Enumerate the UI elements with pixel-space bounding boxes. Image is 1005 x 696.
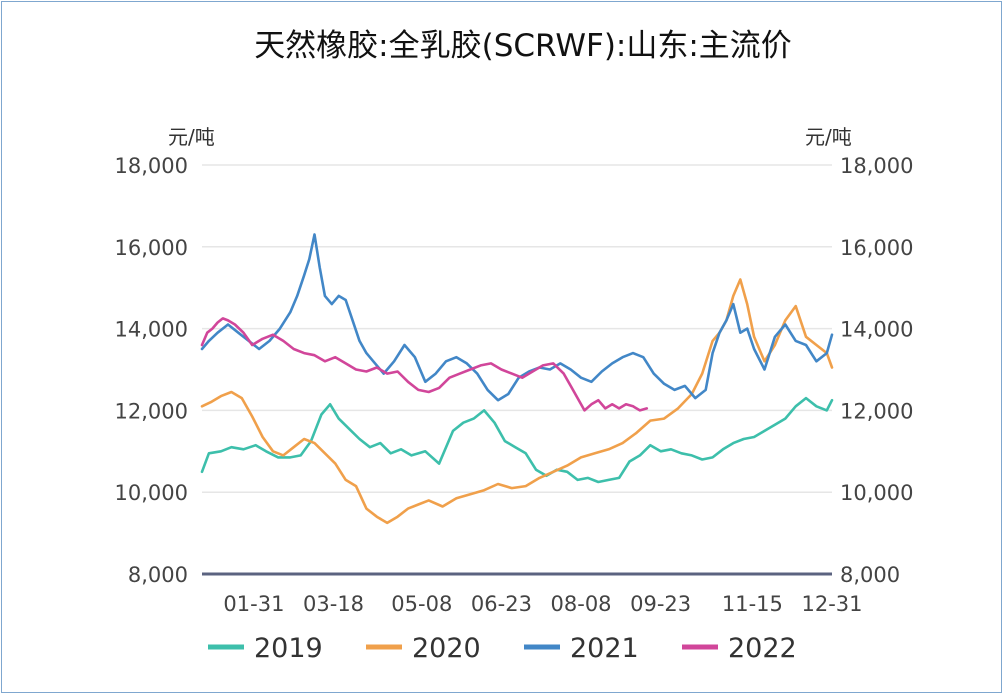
legend: 2019 2020 2021 2022 (208, 633, 797, 664)
y-tick-label-right: 10,000 (840, 481, 913, 505)
y-tick-label-left: 10,000 (115, 481, 188, 505)
y-tick-label-left: 18,000 (115, 154, 188, 178)
y-tick-label-left: 8,000 (128, 563, 188, 587)
plot-area (200, 233, 834, 525)
x-tick-label: 01-31 (223, 592, 284, 616)
y-tick-label-right: 18,000 (840, 154, 913, 178)
y-tick-label-right: 16,000 (840, 236, 913, 260)
y-unit-right: 元/吨 (805, 125, 852, 149)
legend-label-2022: 2022 (728, 633, 797, 664)
x-tick-label: 09-23 (630, 592, 691, 616)
x-tick-label: 05-08 (391, 592, 452, 616)
y-tick-label-left: 14,000 (115, 318, 188, 342)
series-line-2021 (200, 233, 834, 402)
series-line-2020 (200, 278, 834, 525)
y-tick-label-right: 14,000 (840, 318, 913, 342)
legend-label-2021: 2021 (570, 633, 639, 664)
legend-label-2020: 2020 (412, 633, 481, 664)
y-unit-left: 元/吨 (168, 125, 215, 149)
gridlines (202, 164, 832, 493)
x-tick-label: 06-23 (471, 592, 532, 616)
x-tick-label: 08-08 (551, 592, 612, 616)
y-axis-left: 8,000 10,000 12,000 14,000 16,000 18,000 (115, 154, 188, 587)
chart-title: 天然橡胶:全乳胶(SCRWF):山东:主流价 (254, 28, 792, 64)
x-tick-label: 11-15 (722, 592, 783, 616)
series-line-2022 (200, 317, 649, 412)
y-tick-label-left: 16,000 (115, 236, 188, 260)
x-axis: 01-31 03-18 05-08 06-23 08-08 09-23 11-15 12-31 (202, 572, 863, 616)
x-tick-label: 03-18 (303, 592, 364, 616)
x-tick-label: 12-31 (801, 592, 862, 616)
y-axis-right: 8,000 10,000 12,000 14,000 16,000 18,000 (840, 154, 913, 587)
legend-label-2019: 2019 (254, 633, 323, 664)
y-tick-label-right: 12,000 (840, 399, 913, 423)
y-tick-label-left: 12,000 (115, 399, 188, 423)
y-tick-label-right: 8,000 (840, 563, 900, 587)
